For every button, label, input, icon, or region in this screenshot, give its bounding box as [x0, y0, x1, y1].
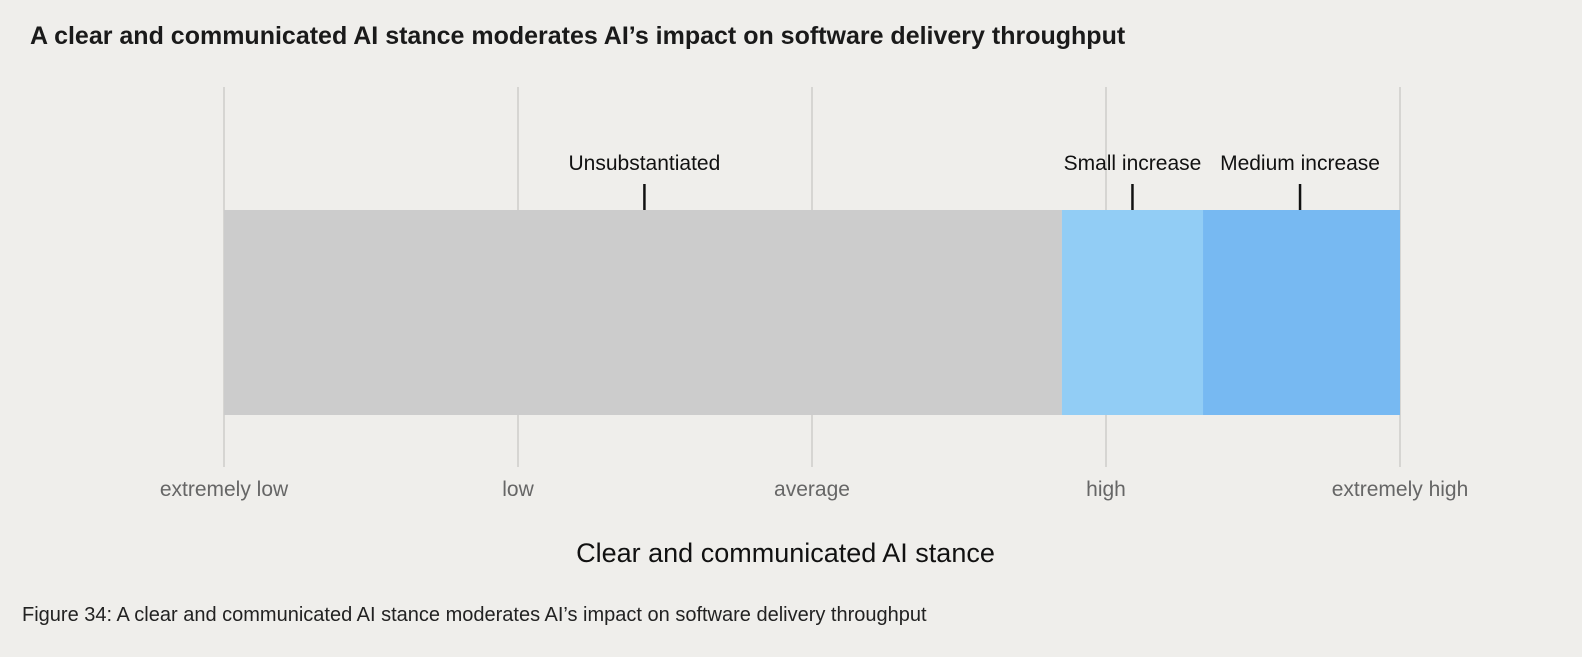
- segment-bar: [1203, 210, 1400, 415]
- segment-label: Unsubstantiated: [569, 152, 721, 175]
- x-tick-label: low: [502, 478, 534, 501]
- x-tick-label: extremely high: [1332, 478, 1469, 501]
- segment-bars: [224, 210, 1400, 415]
- segment-label: Medium increase: [1220, 152, 1380, 175]
- x-axis-label: Clear and communicated AI stance: [576, 538, 995, 568]
- segment-bar: [1061, 210, 1204, 415]
- x-tick-label: extremely low: [160, 478, 289, 501]
- chart-title: A clear and communicated AI stance moder…: [30, 22, 1126, 50]
- segment-bar: [224, 210, 1062, 415]
- x-tick-label: average: [774, 478, 850, 501]
- segment-markers: [643, 184, 1302, 210]
- x-tick-labels: extremely low low average high extremely hig…: [160, 478, 1468, 501]
- figure-caption: Figure 34: A clear and communicated AI s…: [22, 604, 927, 626]
- segment-labels: Unsubstantiated Small increase Medium incr…: [569, 152, 1380, 175]
- segment-label: Small increase: [1064, 152, 1202, 175]
- x-tick-label: high: [1086, 478, 1126, 501]
